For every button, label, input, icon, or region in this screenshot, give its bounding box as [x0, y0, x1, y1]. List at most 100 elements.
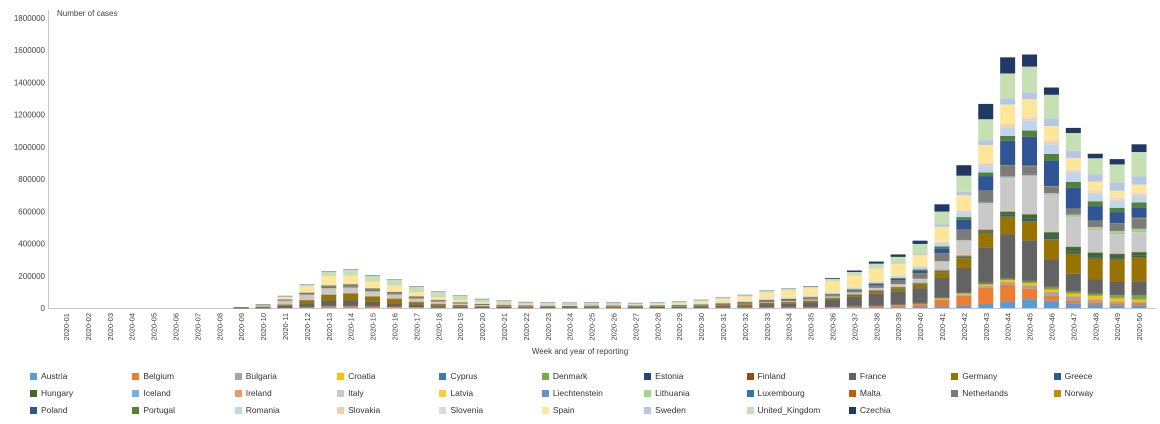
- bar-segment: [474, 306, 490, 308]
- bar-segment: [277, 300, 293, 305]
- bar-segment: [934, 261, 950, 270]
- legend-swatch: [746, 372, 754, 380]
- bar-segment: [1109, 201, 1125, 208]
- bar-segment: [1000, 177, 1016, 211]
- bar-segment: [430, 304, 446, 306]
- bar-segment: [452, 305, 468, 307]
- bar-segment: [627, 303, 643, 304]
- x-tick-label: 2020-45: [1026, 313, 1035, 341]
- bar-segment: [824, 295, 840, 298]
- bar-segment: [343, 269, 359, 276]
- legend-item-malta: Malta: [848, 388, 947, 398]
- legend-label: Cyprus: [450, 371, 478, 381]
- legend-item-ireland: Ireland: [234, 388, 333, 398]
- bar-segment: [912, 253, 928, 255]
- bar-segment: [1109, 231, 1125, 234]
- bar-segment: [1131, 217, 1147, 219]
- x-tick-label: 2020-17: [412, 313, 421, 341]
- bar-segment: [846, 275, 862, 288]
- bar-segment: [781, 299, 797, 301]
- bar-segment: [803, 298, 819, 299]
- bar-segment: [1065, 158, 1081, 170]
- bar-segment: [978, 287, 994, 304]
- bar-segment: [1087, 201, 1103, 207]
- x-tick-label: 2020-01: [62, 313, 71, 341]
- bar-segment: [1043, 144, 1059, 154]
- bar-segment: [1065, 173, 1081, 182]
- bar-segment: [934, 298, 950, 300]
- y-axis-title: Number of cases: [57, 9, 118, 18]
- bar-segment: [386, 299, 402, 304]
- legend-label: Norway: [1064, 388, 1094, 398]
- bar-segment: [759, 290, 775, 293]
- bar-segment: [803, 300, 819, 303]
- bar-segment: [365, 288, 381, 290]
- bar-segment: [1131, 194, 1147, 197]
- bar-segment: [759, 292, 775, 299]
- x-tick-label: 2020-41: [938, 313, 947, 341]
- x-tick-label: 2020-08: [215, 313, 224, 341]
- bar-segment: [1000, 234, 1016, 278]
- x-tick-label: 2020-16: [390, 313, 399, 341]
- legend-label: Malta: [859, 388, 881, 398]
- bar-segment: [912, 283, 928, 285]
- bar-segment: [627, 303, 643, 305]
- bar-segment: [1022, 66, 1038, 93]
- legend-item-sweden: Sweden: [644, 405, 742, 415]
- bar-segment: [803, 299, 819, 301]
- x-tick-label: 2020-30: [697, 313, 706, 341]
- x-tick-label: 2020-24: [566, 313, 575, 341]
- bar-segment: [868, 291, 884, 294]
- bar-segment: [978, 231, 994, 233]
- legend-swatch: [132, 406, 140, 414]
- legend-label: Iceland: [143, 388, 171, 398]
- x-tick-label: 2020-12: [303, 313, 312, 341]
- bar-segment: [1087, 227, 1103, 230]
- x-tick-label: 2020-38: [872, 313, 881, 341]
- bar-segment: [1000, 214, 1016, 217]
- bar-segment: [803, 286, 819, 288]
- bar-segment: [1022, 282, 1038, 286]
- bar-segment: [1131, 294, 1147, 295]
- y-tick-label: 400000: [18, 240, 45, 249]
- bar-segment: [277, 304, 293, 306]
- x-tick-label: 2020-34: [785, 313, 794, 341]
- bar-segment: [693, 300, 709, 301]
- x-tick-label: 2020-05: [150, 313, 159, 341]
- bar-segment: [1131, 294, 1147, 296]
- bar-segment: [1109, 159, 1125, 165]
- bar-segment: [365, 281, 381, 288]
- bar-segment: [1022, 174, 1038, 176]
- bar-segment: [540, 304, 556, 305]
- bar-segment: [1131, 196, 1147, 203]
- x-tick-label: 2020-42: [960, 313, 969, 341]
- bar-segment: [1065, 181, 1081, 188]
- bar-segment: [934, 299, 950, 307]
- bar-segment: [737, 305, 753, 307]
- legend-item-slovenia: Slovenia: [439, 405, 537, 415]
- bar-segment: [978, 190, 994, 202]
- bar-segment: [934, 226, 950, 242]
- bar-segment: [1109, 212, 1125, 224]
- bar-segment: [1109, 301, 1125, 304]
- bar-segment: [759, 298, 775, 301]
- bar-segment: [1087, 292, 1103, 293]
- x-tick-label: 2020-46: [1047, 313, 1056, 341]
- legend-swatch: [541, 389, 549, 397]
- bar-segment: [1043, 292, 1059, 296]
- bar-segment: [846, 289, 862, 290]
- bar-segment: [1065, 296, 1081, 301]
- bar-segment: [1087, 229, 1103, 253]
- bar-segment: [1043, 193, 1059, 195]
- bar-segment: [978, 163, 994, 167]
- bar-segment: [1043, 118, 1059, 127]
- bar-segment: [1087, 158, 1103, 175]
- bar-segment: [386, 291, 402, 293]
- stacked-bar-chart: 0 200000 400000 600000 800000 1000000 1200000 1…: [14, 10, 1156, 341]
- bar-segment: [890, 287, 906, 289]
- bar-segment: [1087, 174, 1103, 182]
- bar-segment: [868, 281, 884, 284]
- x-tick-label: 2020-21: [500, 313, 509, 341]
- bar-segment: [956, 195, 972, 210]
- bar-segment: [1131, 301, 1147, 303]
